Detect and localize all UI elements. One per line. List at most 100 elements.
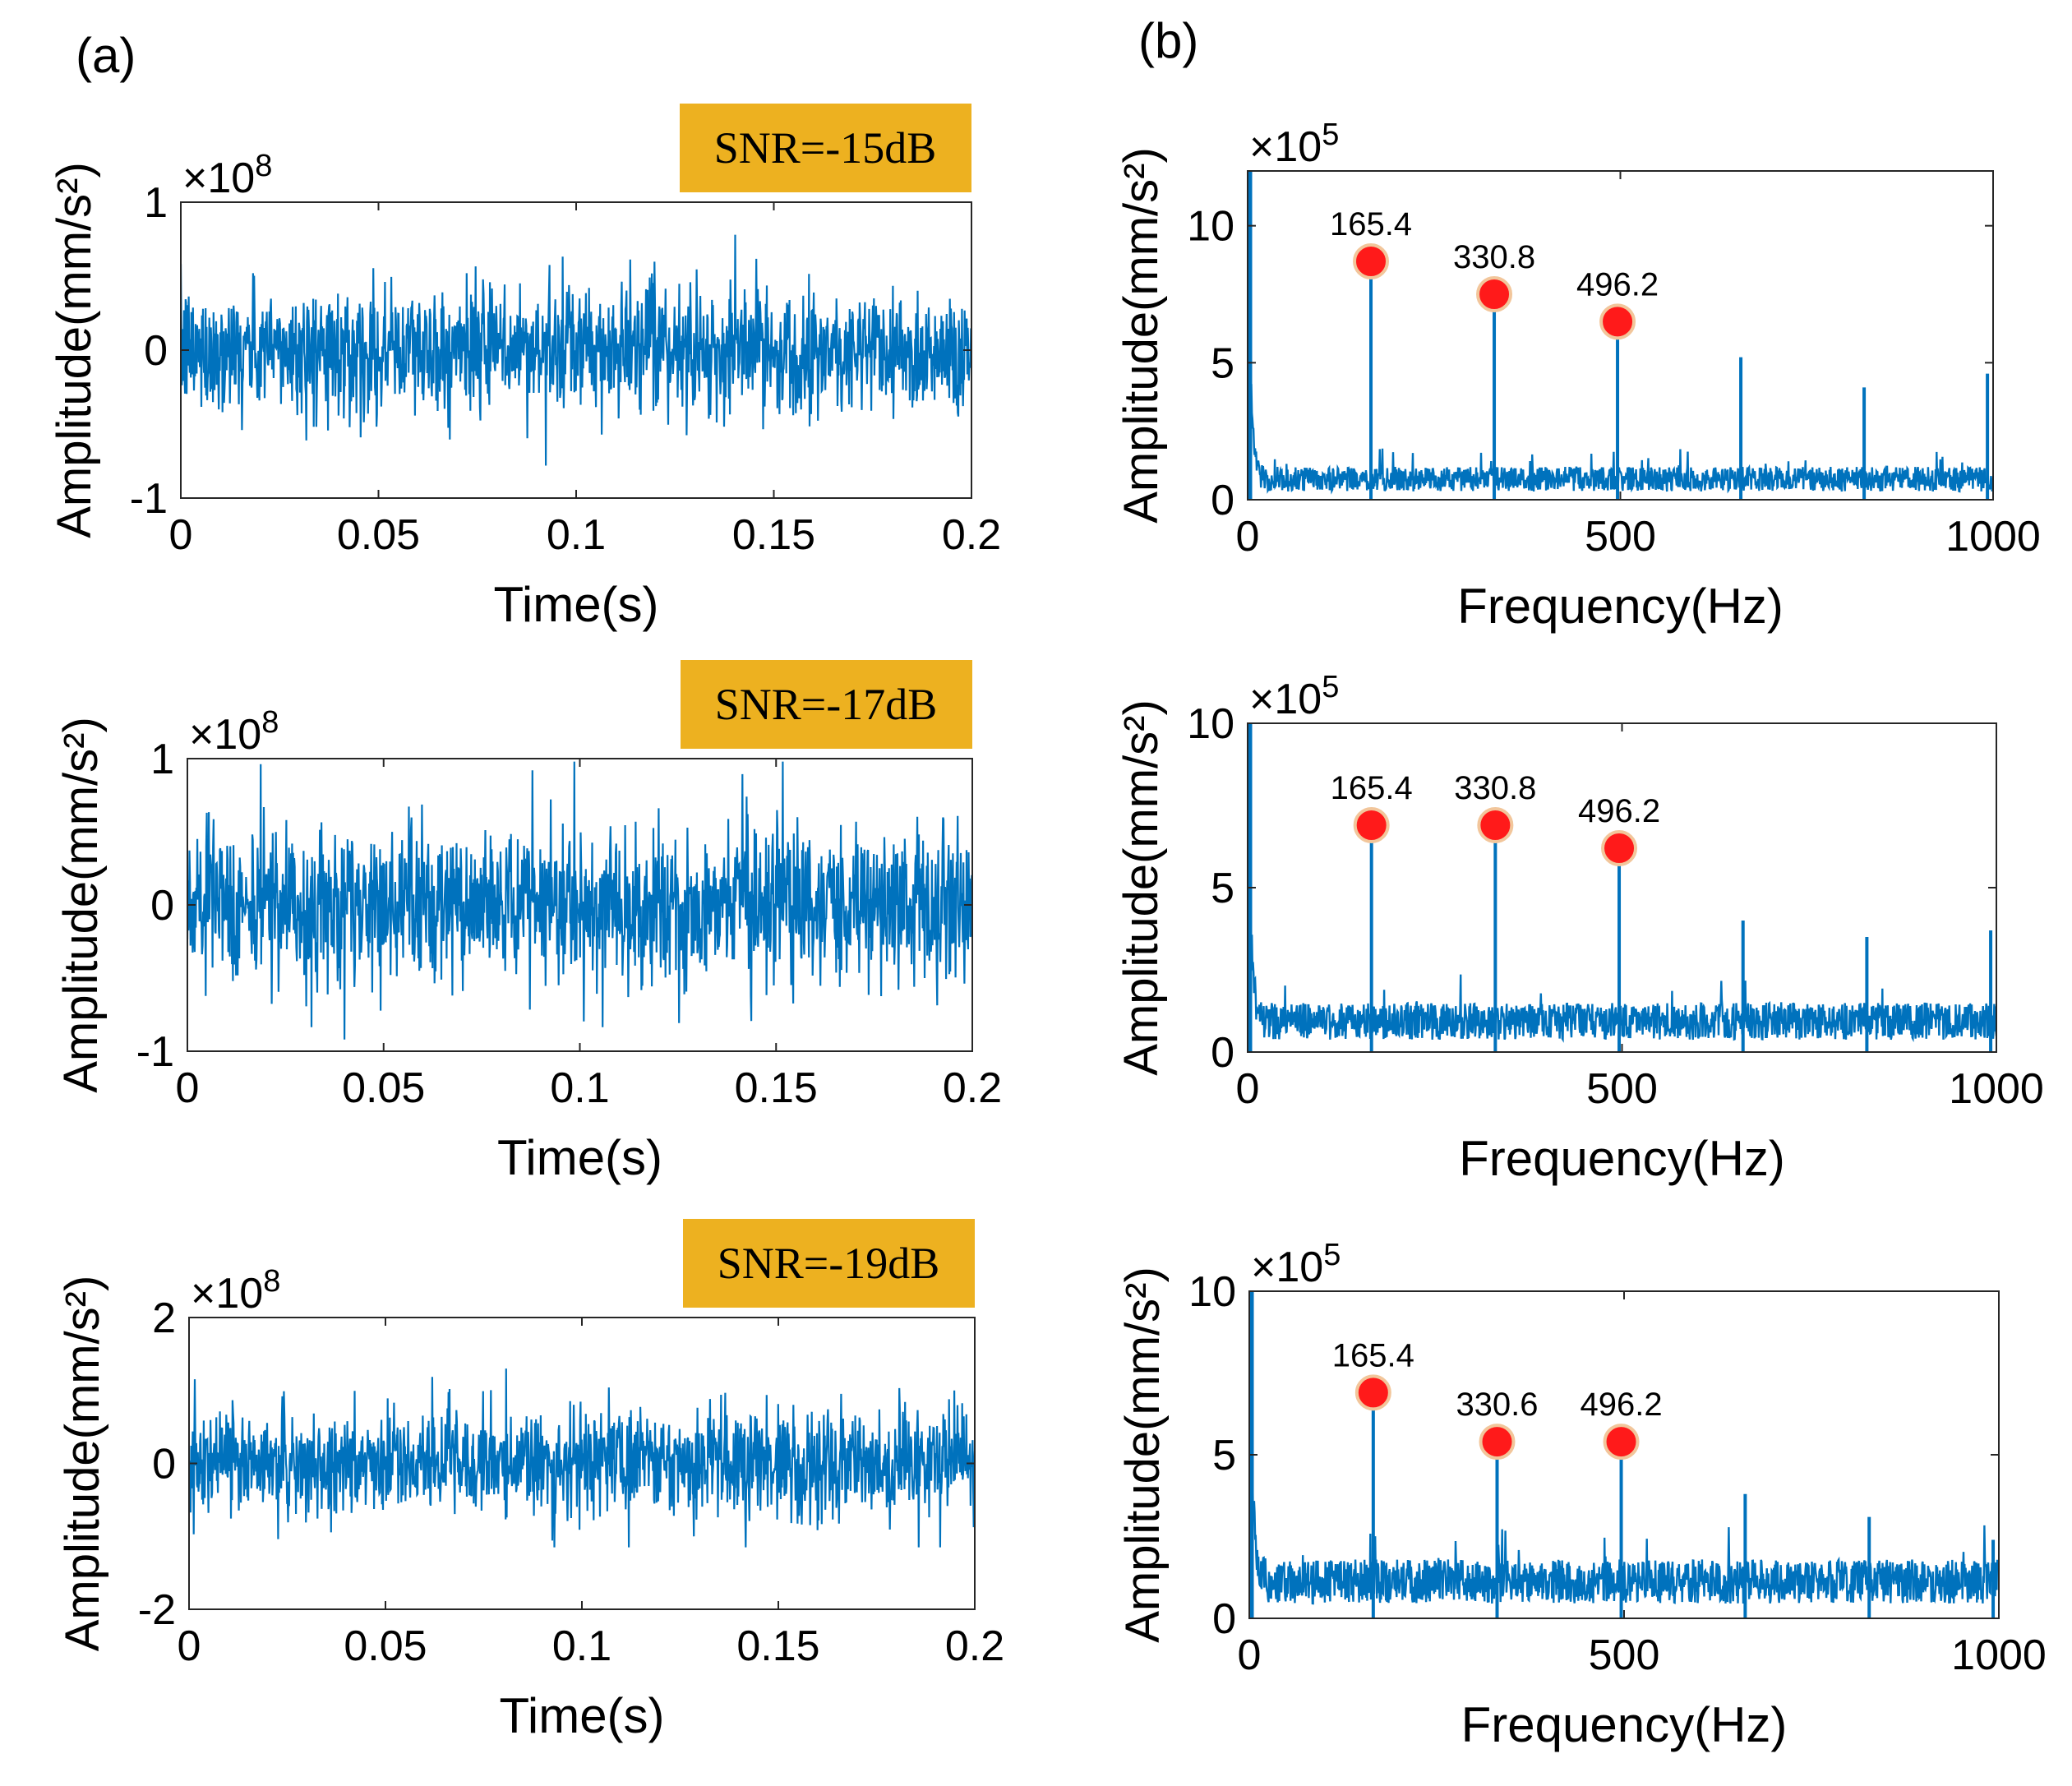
time-signal-line <box>187 761 972 1040</box>
y-tick-label: -2 <box>138 1586 176 1634</box>
peak-marker-1 <box>1354 1374 1391 1411</box>
x-tick-label: 0.2 <box>945 1622 1004 1670</box>
x-axis-label: Time(s) <box>499 1688 664 1743</box>
x-tick-label: 0.2 <box>942 511 1001 559</box>
y-tick-label: 0 <box>152 1441 176 1488</box>
peak-label-1: 165.4 <box>1330 206 1412 242</box>
time-signal-line <box>181 234 971 466</box>
snr-badge <box>681 660 972 749</box>
chart-b-2: 165.4 330.8 496.2 0 500 1000 0 5 10 ×105 Frequency… <box>1114 670 2044 1186</box>
peak-marker-2 <box>1476 276 1513 312</box>
x-tick-label: 0.05 <box>342 1064 425 1112</box>
axis-exponent-label: ×105 <box>1249 670 1339 723</box>
x-tick-label: 0.1 <box>552 1622 611 1670</box>
peak-marker-3 <box>1603 1424 1640 1461</box>
x-tick-label: 500 <box>1589 1631 1660 1679</box>
y-tick-label: 5 <box>1211 865 1234 912</box>
snr-badge <box>683 1219 975 1308</box>
panel-label-a: (a) <box>76 28 136 83</box>
chart-a-1: 0 0.05 0.1 0.15 0.2-101×108Time(s)Amplitude(… <box>48 104 1001 632</box>
chart-b-3: 165.4 330.6 496.2 0 500 1000 0 5 10 ×105 Frequency… <box>1116 1238 2047 1752</box>
peak-label-3: 496.2 <box>1576 266 1659 302</box>
peak-marker-1 <box>1353 243 1390 279</box>
x-tick-label: 1000 <box>1945 513 2041 561</box>
chart-a-3: 0 0.05 0.1 0.15 0.2-202×108Time(s)Amplitude(… <box>56 1219 1004 1743</box>
chart-b-1: 165.4 330.8 496.2 0 500 1000 0 5 10 ×105 Frequency… <box>1114 118 2041 634</box>
x-tick-label: 500 <box>1586 1065 1658 1113</box>
peak-label-3: 496.2 <box>1578 793 1660 829</box>
snr-badge-label: SNR=-15dB <box>714 123 937 173</box>
y-tick-label: 10 <box>1188 1268 1236 1316</box>
y-axis-label: Amplitude(mm/s²) <box>1116 1267 1170 1643</box>
x-tick-label: 0 <box>1236 513 1260 561</box>
y-axis-label: Amplitude(mm/s²) <box>54 717 108 1093</box>
peak-marker-1 <box>1353 807 1390 843</box>
x-axis-label: Time(s) <box>493 577 658 632</box>
peak-marker-2 <box>1477 807 1514 843</box>
x-tick-label: 0.05 <box>337 511 420 559</box>
y-tick-label: 1 <box>144 179 168 227</box>
peak-label-2: 330.6 <box>1456 1387 1538 1423</box>
y-tick-label: 1 <box>150 736 174 783</box>
x-tick-label: 0.15 <box>736 1622 819 1670</box>
axis-exponent-label: ×108 <box>182 149 272 202</box>
snr-badge-label: SNR=-17dB <box>715 680 938 729</box>
x-tick-label: 0.1 <box>550 1064 609 1112</box>
axis-exponent-label: ×108 <box>189 705 279 759</box>
y-tick-label: 5 <box>1212 1432 1236 1479</box>
y-tick-label: 2 <box>152 1295 176 1342</box>
axis-exponent-label: ×108 <box>191 1264 280 1318</box>
y-tick-label: 0 <box>1212 1595 1236 1643</box>
x-tick-label: 0.2 <box>943 1064 1002 1112</box>
x-axis-label: Frequency(Hz) <box>1459 1131 1785 1186</box>
x-tick-label: 1000 <box>1951 1631 2047 1679</box>
peak-marker-2 <box>1479 1424 1516 1461</box>
x-tick-label: 0.05 <box>344 1622 427 1670</box>
peak-marker-3 <box>1599 303 1636 340</box>
peak-label-2: 330.8 <box>1454 770 1536 806</box>
y-tick-label: 0 <box>1211 1029 1234 1077</box>
axis-exponent-value: 8 <box>255 149 272 183</box>
x-tick-label: 0 <box>176 1064 200 1112</box>
axis-exponent-value: 5 <box>1322 670 1339 704</box>
y-tick-label: 0 <box>1211 477 1234 524</box>
peak-marker-3 <box>1601 830 1638 866</box>
x-axis-label: Frequency(Hz) <box>1461 1697 1788 1752</box>
y-tick-label: -1 <box>136 1028 174 1076</box>
x-tick-label: 0.15 <box>732 511 815 559</box>
y-tick-label: 0 <box>144 327 168 375</box>
x-tick-label: 0 <box>169 511 193 559</box>
x-tick-label: 1000 <box>1949 1065 2044 1113</box>
x-tick-label: 0 <box>178 1622 201 1670</box>
y-tick-label: -1 <box>130 475 168 523</box>
axis-exponent-value: 8 <box>261 705 279 740</box>
axis-exponent-value: 5 <box>1323 1238 1341 1272</box>
axis-exponent-label: ×105 <box>1251 1238 1341 1291</box>
x-tick-label: 0 <box>1236 1065 1260 1113</box>
y-tick-label: 5 <box>1211 339 1234 387</box>
y-axis-label: Amplitude(mm/s²) <box>56 1276 109 1652</box>
peak-label-1: 165.4 <box>1331 770 1413 806</box>
y-axis-label: Amplitude(mm/s²) <box>48 162 101 538</box>
x-tick-label: 0.1 <box>547 511 606 559</box>
y-axis-label: Amplitude(mm/s²) <box>1114 699 1168 1076</box>
axis-exponent-label: ×105 <box>1249 118 1339 171</box>
snr-badge-label: SNR=-19dB <box>718 1239 940 1288</box>
time-signal-line <box>189 1368 975 1548</box>
x-tick-label: 500 <box>1585 513 1656 561</box>
x-axis-label: Frequency(Hz) <box>1457 579 1784 634</box>
panel-label-b: (b) <box>1138 13 1198 68</box>
x-tick-label: 0 <box>1238 1631 1262 1679</box>
snr-badge <box>680 104 971 192</box>
chart-a-2: 0 0.05 0.1 0.15 0.2-101×108Time(s)Amplitude(… <box>54 660 1002 1185</box>
y-tick-label: 10 <box>1187 203 1234 251</box>
charts-layer: 0 0.05 0.1 0.15 0.2-101×108Time(s)Amplitude(… <box>48 104 2047 1752</box>
axis-exponent-value: 8 <box>263 1264 280 1299</box>
peak-label-1: 165.4 <box>1332 1337 1414 1373</box>
y-tick-label: 0 <box>150 882 174 930</box>
y-axis-label: Amplitude(mm/s²) <box>1114 147 1168 524</box>
axis-exponent-value: 5 <box>1322 118 1339 152</box>
x-axis-label: Time(s) <box>497 1130 662 1185</box>
peak-label-2: 330.8 <box>1453 239 1535 275</box>
